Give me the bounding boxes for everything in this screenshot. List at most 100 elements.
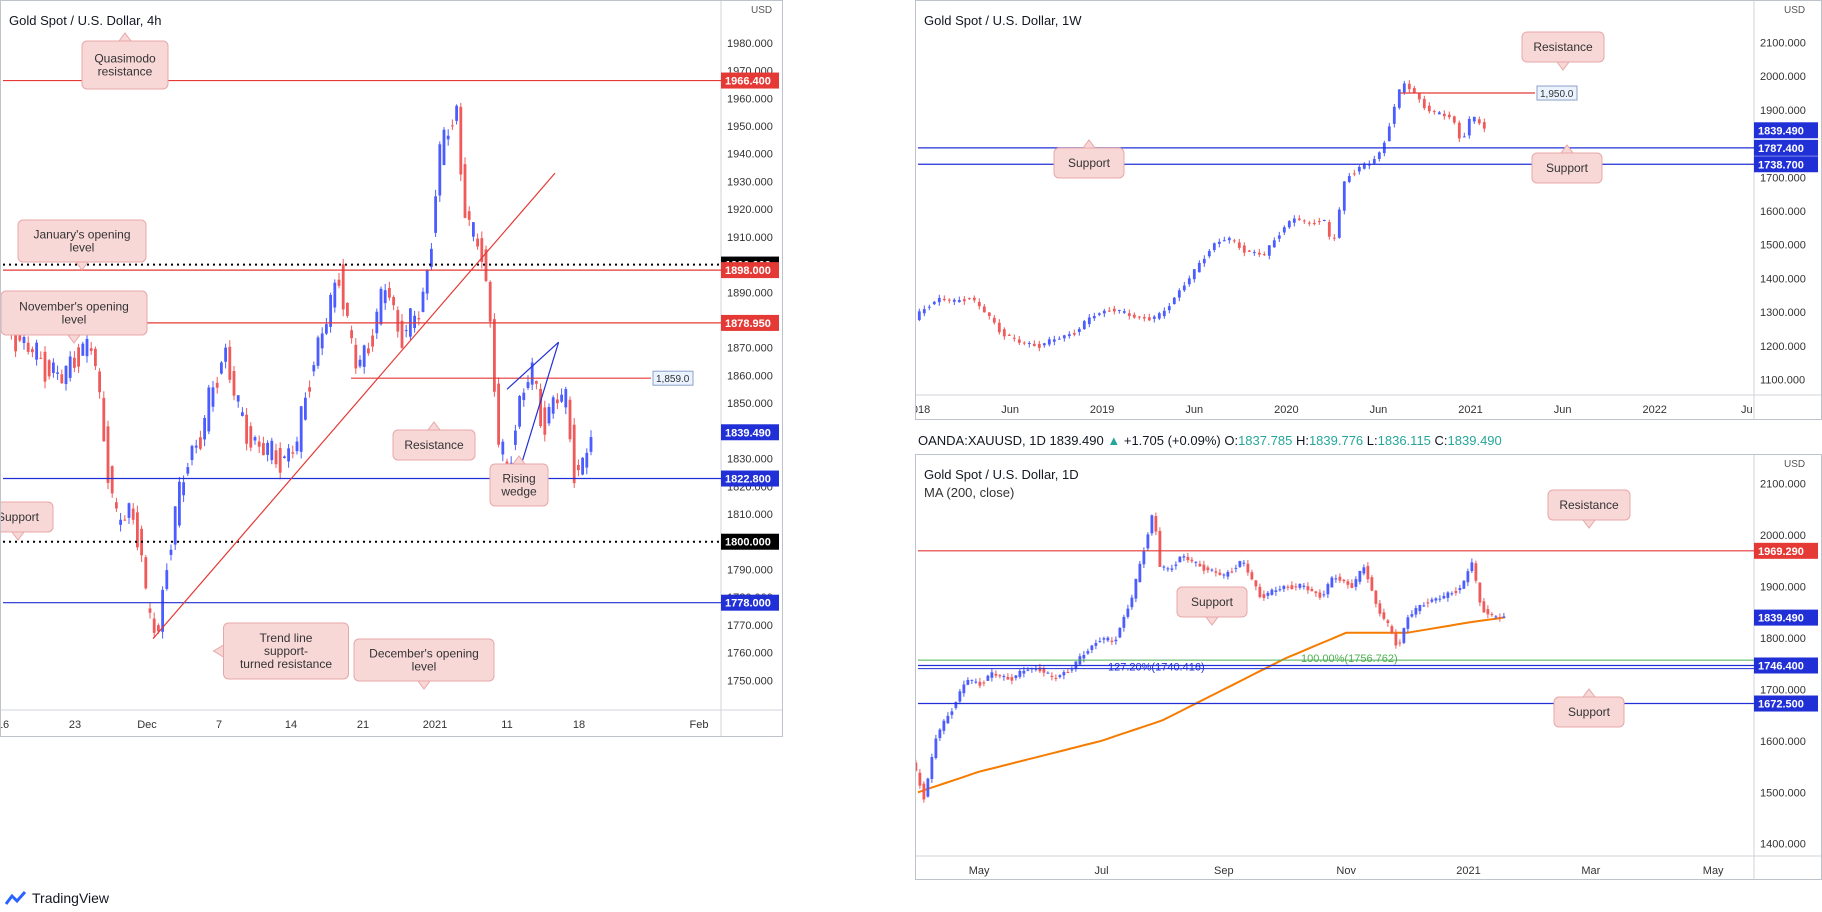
chart-title: Gold Spot / U.S. Dollar, 1W <box>924 13 1082 28</box>
x-tick-label: Dec <box>137 719 157 731</box>
candle-body <box>1432 111 1436 113</box>
y-tick-label: 2000.000 <box>1760 71 1806 83</box>
chart-1d[interactable]: USD 2100.000 2000.000 1900.000 1800.000 1700.… <box>916 455 1821 879</box>
candle-body <box>236 395 240 402</box>
chart-panel-4h[interactable]: Gold Spot / U.S. Dollar, 4h USD 1980.000 1… <box>0 0 783 737</box>
candle-body <box>1312 222 1316 225</box>
candle-body <box>245 414 248 444</box>
candle-body <box>1274 590 1278 592</box>
candle-body <box>1127 313 1131 316</box>
candle-body <box>930 757 934 779</box>
candle-body <box>954 702 958 708</box>
candle-body <box>1394 632 1398 646</box>
level-price-label: 1822.800 <box>725 474 771 486</box>
candle-body <box>1258 586 1262 598</box>
candle-body <box>1350 583 1354 588</box>
y-tick-label: 1870.000 <box>727 343 773 355</box>
candle-body <box>211 387 215 407</box>
chart-panel-1d[interactable]: Gold Spot / U.S. Dollar, 1D MA (200, clo… <box>915 454 1822 880</box>
candle-body <box>1070 669 1074 671</box>
candle-body <box>81 343 85 356</box>
candle-body <box>1077 328 1081 332</box>
candle-body <box>39 357 43 359</box>
candle-body <box>1038 667 1042 672</box>
candle-body <box>1050 675 1054 678</box>
candle-body <box>1392 106 1396 124</box>
candle-body <box>1132 314 1136 318</box>
candle-body <box>1157 313 1161 319</box>
candle-body <box>1106 637 1110 641</box>
last-price-tag <box>721 424 779 441</box>
candle-body <box>1012 337 1016 339</box>
candle-body <box>1374 590 1378 604</box>
callout-text: Rising <box>502 472 535 486</box>
y-tick-label: 1700.000 <box>1760 172 1806 184</box>
chart-1w[interactable]: USD 2100.000 2000.000 1900.000 1700.000 1600.… <box>916 1 1821 419</box>
last-value: 1839.490 <box>1049 433 1104 448</box>
candle-body <box>1346 581 1350 585</box>
candle-body <box>1202 564 1206 571</box>
ohlc-readout: OANDA:XAUUSD, 1D 1839.490 ▲ +1.705 (+0.0… <box>918 433 1502 448</box>
candle-body <box>1478 582 1482 603</box>
candle-body <box>144 557 148 589</box>
candle-body <box>1242 562 1246 564</box>
callout-tail <box>427 421 441 431</box>
tradingview-logo[interactable]: TradingView <box>4 890 109 906</box>
candle-body <box>455 105 458 121</box>
candle-body <box>1026 669 1030 671</box>
candle-body <box>1052 339 1056 342</box>
y-tick-label: 1860.000 <box>727 370 773 382</box>
candle-body <box>997 322 1001 333</box>
candle-body <box>560 394 563 402</box>
candle-body <box>1087 317 1091 325</box>
candle-body <box>228 346 232 380</box>
candle-body <box>1494 616 1498 618</box>
x-tick-label: Jun <box>1370 404 1388 416</box>
callout-tail <box>1582 519 1596 529</box>
candle-body <box>1094 643 1098 646</box>
callout-tail <box>512 455 526 465</box>
candle-body <box>957 300 961 303</box>
level-price-label: 1878.950 <box>725 318 771 330</box>
x-tick-label: 11 <box>501 719 512 731</box>
candle-body <box>60 374 64 384</box>
callout-text: support- <box>264 644 308 658</box>
chart-panel-1w[interactable]: Gold Spot / U.S. Dollar, 1W USD 2100.000 2… <box>915 0 1822 420</box>
candle-body <box>942 298 946 301</box>
candle-body <box>1262 594 1266 598</box>
candle-body <box>337 279 341 286</box>
open-value: 1837.785 <box>1238 433 1293 448</box>
candle-body <box>1150 515 1154 534</box>
candle-body <box>266 442 269 455</box>
candle-body <box>413 315 416 329</box>
candle-body <box>287 448 290 462</box>
candle-body <box>497 383 500 445</box>
candle-body <box>1362 567 1366 574</box>
candle-body <box>241 412 244 416</box>
candle-body <box>1418 605 1422 612</box>
callout-text: Resistance <box>404 438 464 452</box>
candle-body <box>1337 209 1341 238</box>
candle-body <box>1407 83 1411 90</box>
candle-body <box>1286 586 1290 588</box>
candle-body <box>1190 559 1194 562</box>
level-price-label: 1746.400 <box>1758 660 1804 672</box>
chart-4h[interactable]: USD1980.0001970.0001960.0001950.0001940.… <box>1 1 782 736</box>
x-tick-label: 7 <box>216 719 222 731</box>
candle-body <box>1177 290 1181 298</box>
candle-body <box>1046 672 1050 674</box>
candle-body <box>442 129 446 166</box>
symbol: OANDA:XAUUSD, 1D <box>918 433 1046 448</box>
candle-body <box>484 249 488 281</box>
candle-body <box>346 302 349 316</box>
x-tick-label: 18 <box>573 719 585 731</box>
candle-body <box>1198 563 1202 567</box>
candle-body <box>1152 316 1156 319</box>
candle-body <box>304 397 307 420</box>
candle-body <box>1452 116 1456 123</box>
candle-body <box>1212 243 1216 250</box>
candle-body <box>295 441 299 452</box>
resistance-value: 1,859.0 <box>656 374 690 385</box>
callout-tail <box>1582 688 1596 698</box>
candle-body <box>56 372 59 374</box>
